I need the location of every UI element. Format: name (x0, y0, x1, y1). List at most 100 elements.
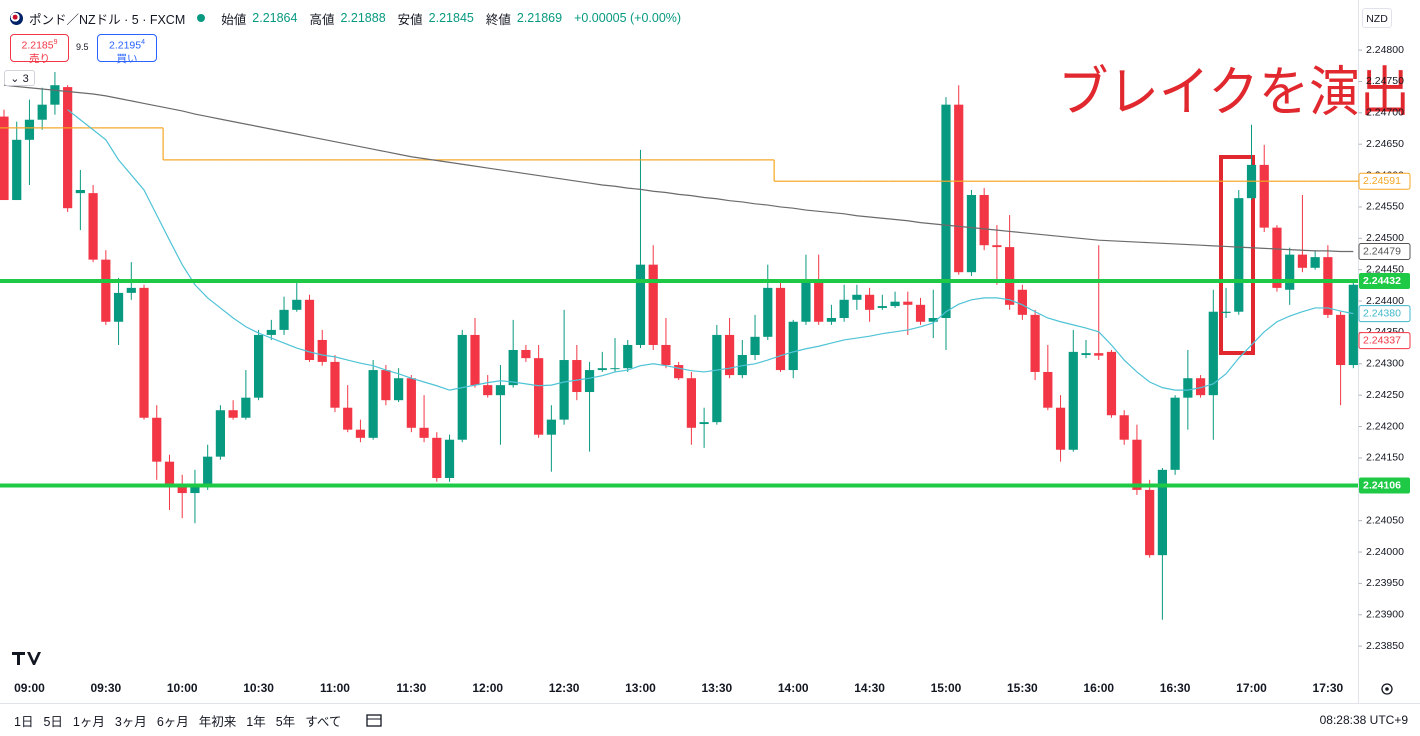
flag-icon (10, 11, 23, 25)
indicator-count[interactable]: 3 (22, 73, 29, 85)
ohlc-value: 2.21888 (340, 11, 386, 25)
price-badge (1358, 242, 1411, 260)
candle-body (674, 365, 684, 379)
candle-body (1081, 353, 1091, 356)
candle-body (992, 245, 1002, 248)
x-tick-label: 13:30 (702, 681, 733, 695)
candle-body (1336, 314, 1346, 366)
sell-price-main[interactable]: 2.2185 (21, 39, 54, 52)
candle-body (152, 417, 162, 462)
buy-price-main[interactable]: 2.2195 (108, 39, 142, 52)
price-badge (1358, 172, 1411, 190)
range-button[interactable]: 1ヶ月 (72, 714, 105, 729)
range-button[interactable]: 5年 (275, 714, 296, 729)
level-badge-label: 2.24432 (1363, 275, 1401, 287)
candle-body (1145, 489, 1155, 556)
sell-label[interactable]: 売り (29, 52, 50, 65)
y-tick-label: 2.24500 (1366, 232, 1404, 244)
x-tick-label: 09:00 (14, 681, 45, 695)
candle-body (279, 309, 289, 330)
range-button[interactable]: 3ヶ月 (114, 714, 147, 729)
candle-body (572, 360, 582, 393)
candle-body (50, 85, 60, 105)
candle-body (546, 419, 556, 435)
candle-body (559, 360, 569, 420)
sell-price-sup[interactable]: 9 (53, 39, 58, 46)
y-tick-label: 2.24750 (1366, 75, 1404, 87)
range-button[interactable]: 6ヶ月 (156, 714, 189, 729)
x-tick-label: 10:30 (243, 681, 274, 695)
candle-body (521, 349, 531, 359)
candle-body (483, 385, 493, 396)
candle-body (737, 355, 747, 376)
candle-body (1183, 378, 1193, 398)
candle-body (686, 378, 696, 428)
candle-body (699, 422, 709, 425)
x-tick-label: 11:00 (320, 681, 350, 695)
candle-body (724, 334, 735, 376)
candle-body (177, 484, 187, 494)
candle-body (1157, 469, 1167, 556)
x-tick-label: 17:00 (1236, 681, 1267, 695)
range-button[interactable]: すべて (305, 714, 342, 729)
candle-body (1221, 311, 1231, 313)
calendar-shape[interactable] (366, 714, 382, 727)
candle-body (661, 344, 671, 366)
indicator-line (67, 109, 1354, 391)
candle-body (648, 264, 658, 345)
buy-label[interactable]: 買い (116, 52, 138, 65)
settings-gear-center[interactable] (1385, 687, 1389, 691)
candle-body (24, 119, 35, 140)
sell-button[interactable]: 2.21859 売り (10, 34, 69, 65)
x-tick-label: 16:30 (1160, 681, 1191, 695)
candle-body (1310, 257, 1320, 268)
currency-button[interactable]: NZD (1362, 8, 1392, 28)
x-tick-label: 17:30 (1313, 681, 1344, 695)
candle-body (635, 264, 646, 345)
y-tick-label: 2.24150 (1366, 452, 1404, 464)
range-button[interactable]: 年初来 (198, 714, 237, 729)
indicator-toggle[interactable]: ⌄ 3 (4, 70, 35, 86)
buy-price-sup[interactable]: 4 (141, 39, 146, 46)
x-tick-label: 15:30 (1007, 681, 1038, 695)
level-badge (1359, 477, 1410, 494)
candle-body (253, 334, 264, 398)
candle-body (915, 304, 926, 322)
sell-price[interactable]: 2.21859 (11, 36, 68, 53)
price-badge-label: 2.24479 (1363, 245, 1401, 257)
candle-body (1208, 311, 1218, 396)
price-badge (1358, 332, 1411, 350)
header: ポンド／NZドル · 5 · FXCM 始値 2.21864 高値 2.21888 … (10, 9, 687, 27)
clock[interactable]: 08:28:38 UTC+9 (1319, 713, 1408, 727)
y-tick-label: 2.24000 (1366, 546, 1404, 558)
buy-price[interactable]: 2.21954 (98, 36, 156, 53)
candle-body (266, 329, 276, 335)
status-dot (197, 14, 206, 22)
candle-body (865, 294, 875, 310)
candle-body (534, 358, 544, 435)
symbol[interactable]: ポンド／NZドル · 5 · FXCM (29, 12, 186, 27)
range-button[interactable]: 1日 (14, 714, 34, 729)
candle-body (215, 410, 225, 457)
candle-body (432, 437, 442, 478)
x-tick-label: 12:00 (472, 681, 503, 695)
candle-body (966, 195, 977, 273)
settings-gear[interactable] (1381, 683, 1393, 695)
candle-body (203, 456, 213, 485)
candle-body (763, 287, 773, 337)
date-range-icon[interactable] (365, 712, 385, 728)
candle-body (1272, 227, 1282, 288)
y-tick-label: 2.24050 (1366, 514, 1404, 526)
candle-body (1170, 397, 1180, 470)
candle-body (1106, 351, 1117, 416)
range-button[interactable]: 5日 (43, 714, 63, 729)
candle-body (75, 189, 85, 194)
buy-button[interactable]: 2.21954 買い (97, 34, 157, 65)
y-tick-label: 2.24700 (1366, 107, 1404, 119)
ohlc-label: 終値 (485, 12, 511, 27)
settings-icon[interactable] (1381, 683, 1393, 695)
candle-body (406, 378, 416, 428)
candle-body (623, 344, 633, 369)
range-button[interactable]: 1年 (246, 714, 266, 729)
candle-body (139, 287, 149, 418)
